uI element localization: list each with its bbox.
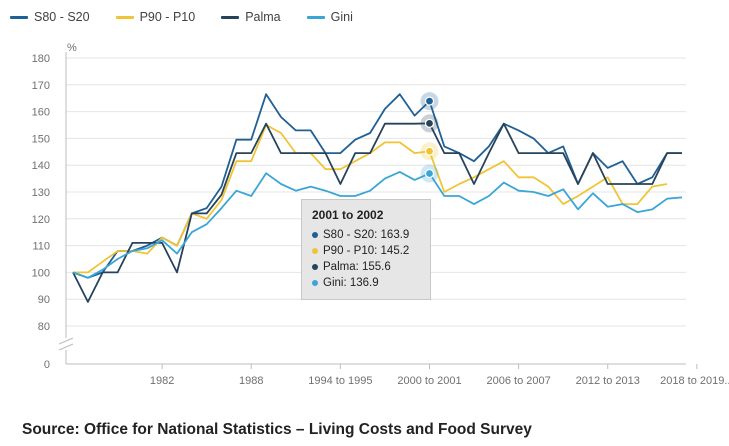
data-point-s80-s20[interactable] xyxy=(424,96,435,106)
x-tick-label: 2000 to 2001 xyxy=(397,375,461,387)
legend-label-gini: Gini xyxy=(330,10,353,24)
y-tick-label: 90 xyxy=(38,294,50,306)
series-line-gini[interactable] xyxy=(72,170,683,279)
x-tick-label: 1988 xyxy=(239,375,263,387)
data-point-palma[interactable] xyxy=(424,118,435,128)
tooltip-dot-p90-p10 xyxy=(312,248,318,254)
tooltip-row-palma: Palma: 155.6 xyxy=(312,259,420,275)
legend-swatch-s80-s20 xyxy=(10,15,28,19)
legend-item-s80-s20[interactable]: S80 - S20 xyxy=(10,10,90,24)
y-tick-label: 120 xyxy=(32,214,50,226)
tooltip-dot-s80-s20 xyxy=(312,232,318,238)
y-axis-ticks: 80 90 100 110 120 130 140 150 160 170 180 0 xyxy=(32,53,50,371)
tooltip-dot-gini xyxy=(312,280,318,286)
legend-label-palma: Palma xyxy=(245,10,281,24)
tooltip-dot-palma xyxy=(312,264,318,270)
data-point-gini[interactable] xyxy=(424,168,435,179)
axes xyxy=(58,52,686,365)
legend-item-p90-p10[interactable]: P90 - P10 xyxy=(115,10,196,24)
y-tick-label: 180 xyxy=(32,53,50,65)
chart-legend: S80 - S20 P90 - P10 Palma Gini xyxy=(10,10,353,24)
tooltip-row-s80-s20: S80 - S20: 163.9 xyxy=(312,227,420,243)
legend-label-p90-p10: P90 - P10 xyxy=(139,10,196,24)
y-tick-label: 100 xyxy=(32,267,50,279)
tooltip-value-gini: Gini: 136.9 xyxy=(323,277,379,289)
tooltip-title: 2001 to 2002 xyxy=(312,208,384,222)
tooltip: 2001 to 2002 S80 - S20: 163.9 P90 - P10:… xyxy=(301,199,431,300)
x-tick-label: 2006 to 2007 xyxy=(486,375,550,387)
data-point-p90-p10[interactable] xyxy=(424,146,435,156)
x-tick-label: 2018 to 2019... xyxy=(660,375,729,387)
x-tick-label: 2012 to 2013 xyxy=(576,375,640,387)
series-lines xyxy=(72,93,683,303)
y-tick-label: 140 xyxy=(32,160,50,172)
y-tick-label-zero: 0 xyxy=(44,359,50,371)
y-tick-label: 130 xyxy=(32,187,50,199)
tooltip-value-s80-s20: S80 - S20: 163.9 xyxy=(323,229,410,241)
y-tick-label: 80 xyxy=(38,321,50,333)
x-tick-label: 1994 to 1995 xyxy=(308,375,372,387)
y-tick-label: 160 xyxy=(32,107,50,119)
axis-break-mark xyxy=(58,343,74,351)
tooltip-value-p90-p10: P90 - P10: 145.2 xyxy=(323,245,410,257)
legend-swatch-gini xyxy=(306,15,325,19)
tooltip-value-palma: Palma: 155.6 xyxy=(323,261,391,273)
y-tick-label: 170 xyxy=(32,80,50,92)
series-line-palma[interactable] xyxy=(72,122,682,303)
legend-item-palma[interactable]: Palma xyxy=(221,10,281,24)
y-axis-unit-label: % xyxy=(67,42,77,54)
legend-label-s80-s20: S80 - S20 xyxy=(34,10,90,24)
axis-break-mark xyxy=(58,337,74,345)
hover-markers xyxy=(420,92,439,183)
y-tick-label: 150 xyxy=(32,133,50,145)
legend-swatch-palma xyxy=(221,15,240,19)
tooltip-row-p90-p10: P90 - P10: 145.2 xyxy=(312,243,420,259)
y-tick-label: 110 xyxy=(32,241,50,253)
legend-item-gini[interactable]: Gini xyxy=(306,10,353,24)
x-axis-ticks: 1982 1988 1994 to 1995 2000 to 2001 2006 to … xyxy=(150,364,729,387)
legend-swatch-p90-p10 xyxy=(115,15,134,19)
source-note: Source: Office for National Statistics –… xyxy=(22,421,532,438)
tooltip-row-gini: Gini: 136.9 xyxy=(312,275,420,291)
x-tick-label: 1982 xyxy=(150,375,174,387)
